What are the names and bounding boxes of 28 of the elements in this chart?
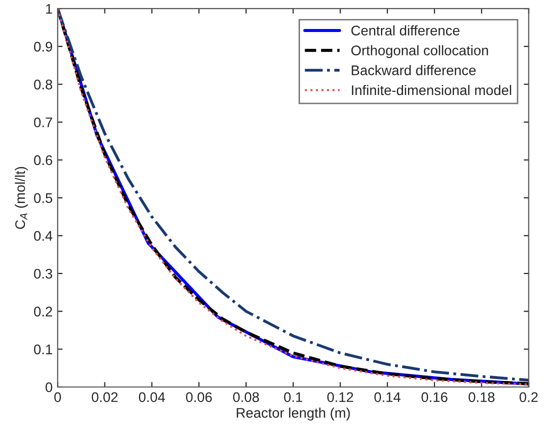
y-tick-label: 0.8 [34,80,52,90]
legend-label: Orthogonal collocation [351,45,488,58]
y-tick-label: 0.9 [34,42,52,52]
x-tick-label: 0.04 [138,392,165,402]
x-axis-title: Reactor length (m) [236,408,350,421]
y-tick-label: 0.6 [34,155,52,166]
y-tick-label: 0.1 [34,344,52,354]
x-tick-label: 0.12 [327,392,354,402]
legend-label: Infinite-dimensional model [352,84,512,96]
y-tick-label: 0.7 [34,117,52,128]
x-tick-label: 0.18 [468,392,494,402]
x-tick-label: 0.02 [92,392,118,402]
x-tick-label: 0 [54,392,61,402]
y-tick-label: 0.5 [34,193,52,203]
y-tick-label: 0 [46,382,52,392]
y-tick-label: 1 [46,4,52,14]
y-tick-label: 0.3 [34,268,52,279]
x-tick-label: 0.14 [374,392,400,402]
y-tick-label: 0.4 [34,230,52,241]
x-tick-label: 0.06 [186,392,212,402]
x-tick-label: 0.08 [233,392,259,402]
y-tick-label: 0.2 [34,306,52,316]
x-tick-label: 0.2 [520,392,538,402]
x-tick-label: 0.1 [284,392,302,402]
y-axis-title: C$_{A}$ (mol/lt) [14,166,28,229]
x-tick-label: 0.16 [422,392,448,402]
legend-label: Central difference [351,25,460,36]
legend-label: Backward difference [352,65,476,76]
